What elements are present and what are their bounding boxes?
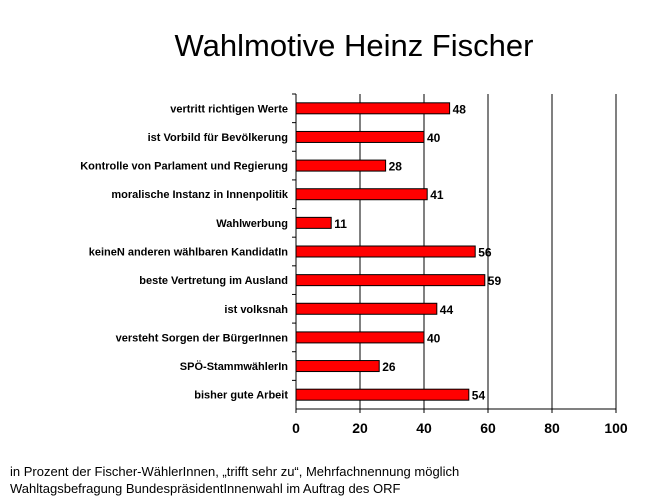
axes [292, 93, 617, 413]
x-tick-label-40: 40 [416, 420, 432, 436]
x-tick-label-60: 60 [480, 420, 496, 436]
x-tick-label-0: 0 [292, 420, 300, 436]
footnote-note: in Prozent der Fischer-WählerInnen, „tri… [10, 464, 460, 479]
footnote-source: Wahltagsbefragung BundespräsidentInnenwa… [10, 481, 401, 496]
value-label-7: 44 [440, 303, 454, 317]
value-label-10: 54 [472, 389, 486, 403]
bar-2 [295, 159, 387, 172]
category-label-1: ist Vorbild für Bevölkerung [148, 132, 288, 144]
category-label-4: Wahlwerbung [216, 218, 288, 230]
labels: vertritt richtigen Werte 48 ist Vorbild fü… [80, 102, 628, 436]
bar-10 [295, 388, 470, 401]
value-label-4: 11 [334, 217, 347, 231]
bar-1 [295, 130, 425, 143]
category-label-6: beste Vertretung im Ausland [139, 275, 288, 287]
bar-3 [295, 188, 428, 201]
category-label-10: bisher gute Arbeit [194, 390, 288, 402]
value-label-9: 26 [382, 360, 396, 374]
category-label-8: versteht Sorgen der BürgerInnen [116, 332, 289, 344]
category-label-7: ist volksnah [224, 304, 288, 316]
value-label-2: 28 [389, 160, 403, 174]
category-label-5: keineN anderen wählbaren KandidatIn [89, 247, 289, 259]
value-label-1: 40 [427, 131, 441, 145]
bar-4 [295, 216, 332, 229]
value-label-8: 40 [427, 331, 441, 345]
x-tick-label-80: 80 [544, 420, 560, 436]
bar-6 [295, 274, 486, 287]
bars [295, 102, 486, 401]
bar-0 [295, 102, 451, 115]
value-label-5: 56 [478, 246, 492, 260]
value-label-6: 59 [488, 274, 502, 288]
chart-title: Wahlmotive Heinz Fischer [174, 28, 534, 63]
value-label-3: 41 [430, 188, 444, 202]
value-label-0: 48 [453, 102, 467, 116]
category-label-3: moralische Instanz in Innenpolitik [111, 189, 289, 201]
category-label-9: SPÖ-StammwählerIn [180, 360, 288, 373]
category-label-0: vertritt richtigen Werte [170, 103, 288, 115]
bar-9 [295, 360, 380, 373]
bar-5 [295, 245, 476, 258]
category-label-2: Kontrolle von Parlament und Regierung [80, 161, 288, 173]
bar-8 [295, 331, 425, 344]
x-tick-label-100: 100 [604, 420, 628, 436]
bar-7 [295, 302, 438, 315]
x-tick-label-20: 20 [352, 420, 368, 436]
